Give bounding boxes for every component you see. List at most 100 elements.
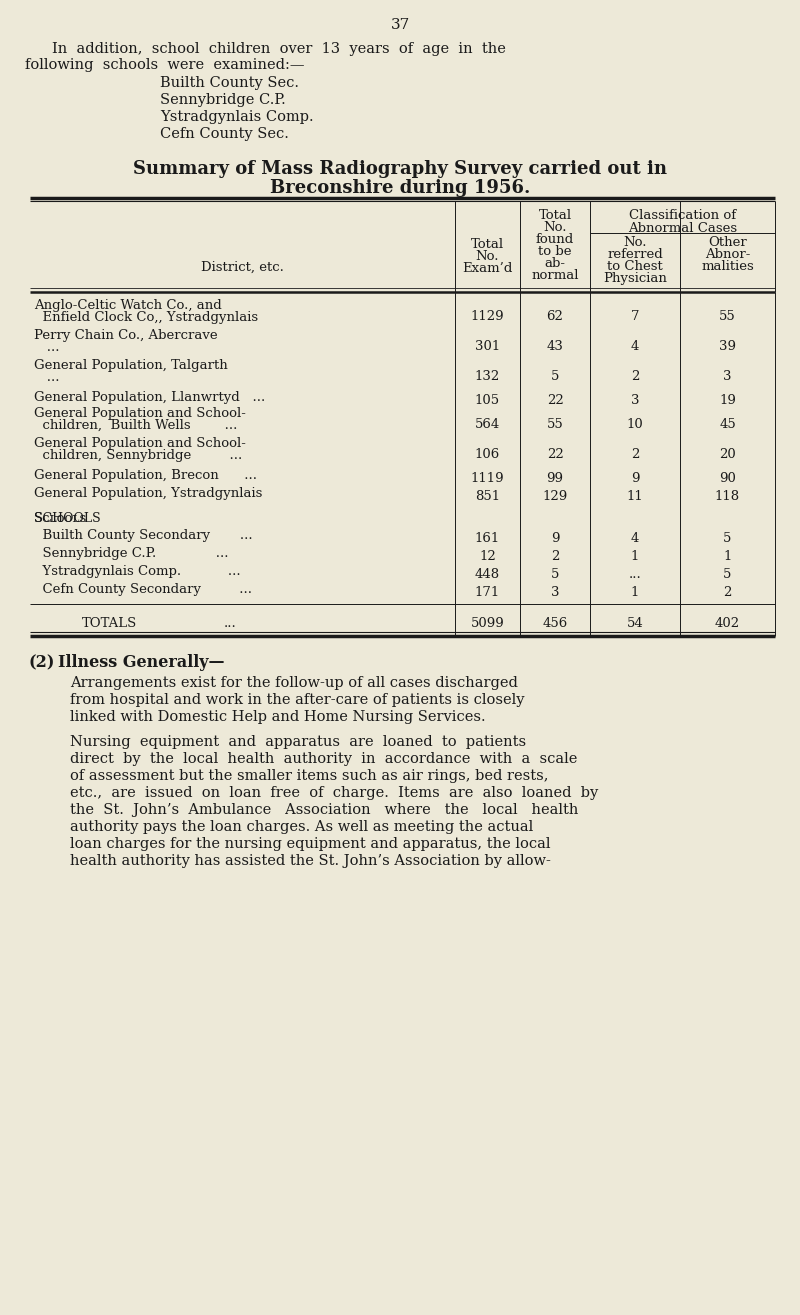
Text: Ystradgynlais Comp.           ...: Ystradgynlais Comp. ... — [34, 565, 241, 579]
Text: Arrangements exist for the follow-up of all cases discharged: Arrangements exist for the follow-up of … — [70, 676, 518, 690]
Text: 3: 3 — [723, 370, 732, 383]
Text: No.: No. — [543, 221, 566, 234]
Text: normal: normal — [531, 270, 578, 281]
Text: General Population, Llanwrtyd   ...: General Population, Llanwrtyd ... — [34, 391, 266, 404]
Text: 171: 171 — [475, 586, 500, 600]
Text: 5: 5 — [723, 568, 732, 581]
Text: 2: 2 — [631, 448, 639, 462]
Text: General Population, Brecon      ...: General Population, Brecon ... — [34, 469, 257, 483]
Text: 2: 2 — [723, 586, 732, 600]
Text: 5: 5 — [551, 370, 559, 383]
Text: Total: Total — [538, 209, 571, 222]
Text: 55: 55 — [546, 418, 563, 431]
Text: Perry Chain Co., Abercrave: Perry Chain Co., Abercrave — [34, 329, 218, 342]
Text: 12: 12 — [479, 550, 496, 563]
Text: 62: 62 — [546, 310, 563, 323]
Text: 851: 851 — [475, 490, 500, 504]
Text: 7: 7 — [630, 310, 639, 323]
Text: ab-: ab- — [545, 256, 566, 270]
Text: 2: 2 — [631, 370, 639, 383]
Text: of assessment but the smaller items such as air rings, bed rests,: of assessment but the smaller items such… — [70, 769, 549, 782]
Text: 161: 161 — [475, 533, 500, 544]
Text: health authority has assisted the St. John’s Association by allow-: health authority has assisted the St. Jo… — [70, 853, 551, 868]
Text: linked with Domestic Help and Home Nursing Services.: linked with Domestic Help and Home Nursi… — [70, 710, 486, 725]
Text: 3: 3 — [630, 394, 639, 408]
Text: 2: 2 — [551, 550, 559, 563]
Text: 90: 90 — [719, 472, 736, 485]
Text: loan charges for the nursing equipment and apparatus, the local: loan charges for the nursing equipment a… — [70, 838, 550, 851]
Text: 1: 1 — [631, 550, 639, 563]
Text: 106: 106 — [475, 448, 500, 462]
Text: 1: 1 — [631, 586, 639, 600]
Text: referred: referred — [607, 249, 663, 260]
Text: 5: 5 — [723, 533, 732, 544]
Text: Exam’d: Exam’d — [462, 262, 513, 275]
Text: 20: 20 — [719, 448, 736, 462]
Text: 43: 43 — [546, 341, 563, 352]
Text: Builth County Secondary       ...: Builth County Secondary ... — [34, 529, 253, 542]
Text: direct  by  the  local  health  authority  in  accordance  with  a  scale: direct by the local health authority in … — [70, 752, 578, 767]
Text: ...: ... — [34, 371, 59, 384]
Text: 5099: 5099 — [470, 617, 504, 630]
Text: 99: 99 — [546, 472, 563, 485]
Text: No.: No. — [476, 250, 499, 263]
Text: authority pays the loan charges. As well as meeting the actual: authority pays the loan charges. As well… — [70, 821, 534, 834]
Text: 118: 118 — [715, 490, 740, 504]
Text: children,  Builth Wells        ...: children, Builth Wells ... — [34, 419, 238, 433]
Text: 45: 45 — [719, 418, 736, 431]
Text: 1129: 1129 — [470, 310, 504, 323]
Text: 3: 3 — [550, 586, 559, 600]
Text: Abnormal Cases: Abnormal Cases — [628, 222, 737, 235]
Text: Summary of Mass Radiography Survey carried out in: Summary of Mass Radiography Survey carri… — [133, 160, 667, 178]
Text: 22: 22 — [546, 394, 563, 408]
Text: malities: malities — [701, 260, 754, 274]
Text: Enfield Clock Co,, Ystradgynlais: Enfield Clock Co,, Ystradgynlais — [34, 312, 258, 323]
Text: 37: 37 — [390, 18, 410, 32]
Text: 9: 9 — [630, 472, 639, 485]
Text: 54: 54 — [626, 617, 643, 630]
Text: Sennybridge C.P.              ...: Sennybridge C.P. ... — [34, 547, 229, 560]
Text: Cefn County Sec.: Cefn County Sec. — [160, 128, 289, 141]
Text: Physician: Physician — [603, 272, 667, 285]
Text: 4: 4 — [631, 341, 639, 352]
Text: 448: 448 — [475, 568, 500, 581]
Text: Illness Generally—: Illness Generally— — [58, 654, 225, 671]
Text: to Chest: to Chest — [607, 260, 663, 274]
Text: General Population and School-: General Population and School- — [34, 437, 246, 450]
Text: 564: 564 — [475, 418, 500, 431]
Text: 105: 105 — [475, 394, 500, 408]
Text: Breconshire during 1956.: Breconshire during 1956. — [270, 179, 530, 197]
Text: ...: ... — [34, 341, 59, 354]
Text: Other: Other — [708, 235, 747, 249]
Text: Cefn County Secondary         ...: Cefn County Secondary ... — [34, 583, 252, 596]
Text: 4: 4 — [631, 533, 639, 544]
Text: 5: 5 — [551, 568, 559, 581]
Text: Total: Total — [471, 238, 504, 251]
Text: Nursing  equipment  and  apparatus  are  loaned  to  patients: Nursing equipment and apparatus are loan… — [70, 735, 526, 750]
Text: to be: to be — [538, 245, 572, 258]
Text: General Population and School-: General Population and School- — [34, 408, 246, 419]
Text: from hospital and work in the after-care of patients is closely: from hospital and work in the after-care… — [70, 693, 525, 707]
Text: the  St.  John’s  Ambulance   Association   where   the   local   health: the St. John’s Ambulance Association whe… — [70, 803, 578, 817]
Text: 19: 19 — [719, 394, 736, 408]
Text: 9: 9 — [550, 533, 559, 544]
Text: Ystradgynlais Comp.: Ystradgynlais Comp. — [160, 110, 314, 124]
Text: 10: 10 — [626, 418, 643, 431]
Text: 301: 301 — [475, 341, 500, 352]
Text: 22: 22 — [546, 448, 563, 462]
Text: Classification of: Classification of — [629, 209, 736, 222]
Text: 1119: 1119 — [470, 472, 504, 485]
Text: Sennybridge C.P.: Sennybridge C.P. — [160, 93, 286, 107]
Text: SCHOOLS: SCHOOLS — [34, 512, 101, 525]
Text: ...: ... — [224, 617, 236, 630]
Text: 55: 55 — [719, 310, 736, 323]
Text: 129: 129 — [542, 490, 568, 504]
Text: TOTALS: TOTALS — [82, 617, 138, 630]
Text: 132: 132 — [475, 370, 500, 383]
Text: 1: 1 — [723, 550, 732, 563]
Text: (2): (2) — [28, 654, 54, 671]
Text: Abnor-: Abnor- — [705, 249, 750, 260]
Text: In  addition,  school  children  over  13  years  of  age  in  the: In addition, school children over 13 yea… — [52, 42, 506, 57]
Text: ...: ... — [629, 568, 642, 581]
Text: 11: 11 — [626, 490, 643, 504]
